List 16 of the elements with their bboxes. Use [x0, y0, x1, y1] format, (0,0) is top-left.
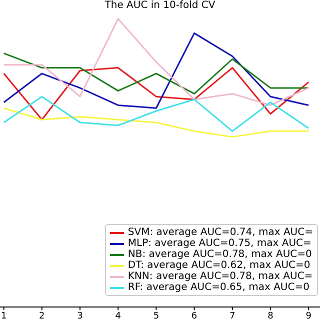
x-tick-label: 7 [230, 311, 236, 320]
legend-label: SVM: average AUC=0.74, max AUC= [128, 227, 313, 238]
x-tick-label: 4 [115, 311, 122, 320]
chart-title: The AUC in 10-fold CV [104, 0, 216, 11]
x-tick-label: 9 [306, 311, 312, 320]
x-tick-label: 3 [77, 311, 83, 320]
x-tick-label: 6 [191, 311, 198, 320]
legend-label: RF: average AUC=0.65, max AUC=0 [128, 282, 310, 293]
x-tick-label: 2 [39, 311, 45, 320]
x-tick-label: 8 [268, 311, 274, 320]
legend-label: NB: average AUC=0.78, max AUC=0 [128, 249, 312, 260]
x-tick-label: 5 [153, 311, 160, 320]
legend-label: KNN: average AUC=0.78, max AUC= [128, 271, 313, 282]
x-tick-label: 1 [0, 311, 7, 320]
legend-label: MLP: average AUC=0.75, max AUC= [128, 238, 312, 249]
legend-label: DT: average AUC=0.62, max AUC=0 [128, 260, 310, 271]
